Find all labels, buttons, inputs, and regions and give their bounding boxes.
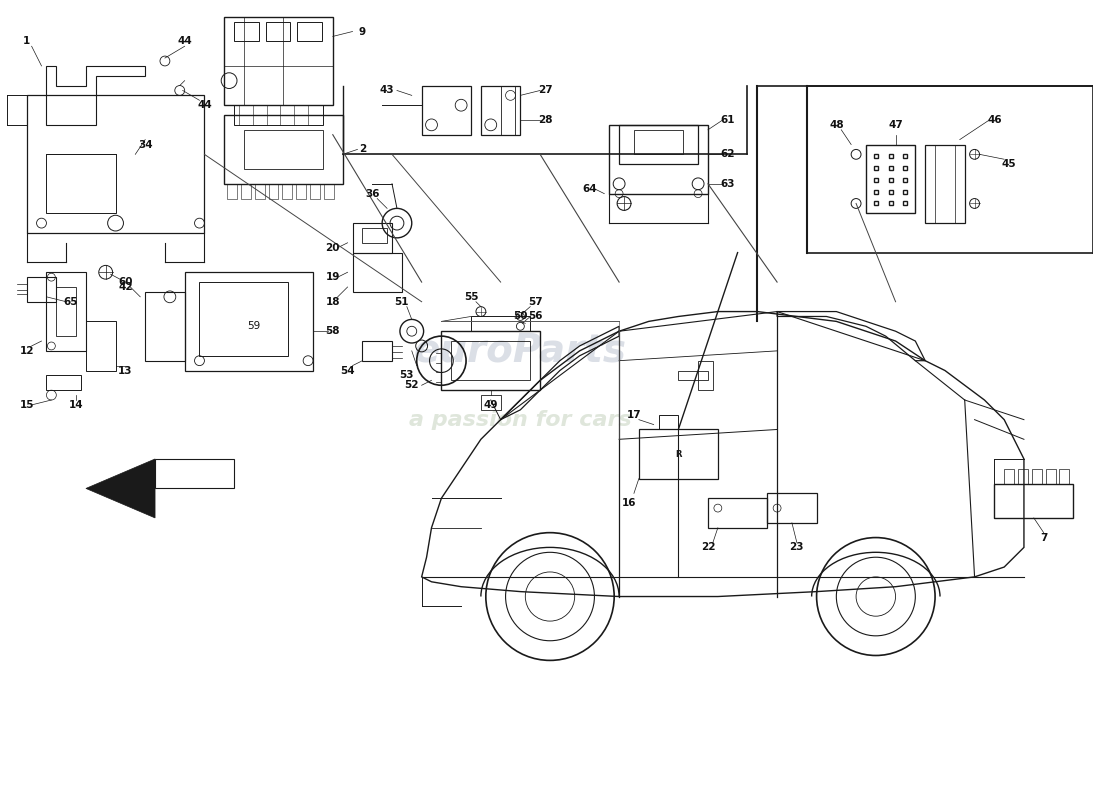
- Text: 61: 61: [720, 115, 735, 125]
- Text: 62: 62: [720, 150, 735, 159]
- Text: 9: 9: [359, 26, 366, 37]
- Text: 15: 15: [20, 400, 34, 410]
- Text: 42: 42: [118, 282, 133, 292]
- Text: 22: 22: [701, 542, 715, 552]
- Text: 12: 12: [20, 346, 34, 356]
- Text: 43: 43: [379, 86, 395, 95]
- Text: 51: 51: [395, 297, 409, 306]
- Text: 63: 63: [720, 179, 735, 189]
- Text: 23: 23: [790, 542, 804, 552]
- Text: 55: 55: [464, 292, 478, 302]
- Text: euroParts: euroParts: [414, 332, 627, 370]
- Text: 44: 44: [177, 36, 192, 46]
- Text: 34: 34: [138, 139, 153, 150]
- Text: 36: 36: [365, 189, 380, 198]
- Text: 19: 19: [326, 272, 340, 282]
- Text: 2: 2: [359, 145, 366, 154]
- Text: 28: 28: [538, 115, 552, 125]
- Text: 27: 27: [538, 86, 552, 95]
- Text: 59: 59: [248, 322, 261, 331]
- Text: 57: 57: [528, 297, 542, 306]
- Text: R: R: [675, 450, 682, 458]
- Text: 47: 47: [888, 120, 903, 130]
- Text: 7: 7: [1040, 533, 1047, 542]
- Polygon shape: [155, 459, 234, 489]
- Polygon shape: [86, 459, 155, 518]
- Text: 45: 45: [1002, 159, 1016, 169]
- Text: 13: 13: [118, 366, 133, 375]
- Text: 58: 58: [326, 326, 340, 336]
- Text: 16: 16: [621, 498, 636, 508]
- Text: 49: 49: [484, 400, 498, 410]
- Text: 60: 60: [118, 277, 133, 287]
- Text: 18: 18: [326, 297, 340, 306]
- Text: 46: 46: [987, 115, 1002, 125]
- Text: 56: 56: [528, 311, 542, 322]
- Text: 48: 48: [829, 120, 844, 130]
- Text: 65: 65: [64, 297, 78, 306]
- Text: a passion for cars: a passion for cars: [409, 410, 631, 430]
- Text: 52: 52: [405, 380, 419, 390]
- Text: 1: 1: [23, 36, 31, 46]
- Text: 14: 14: [68, 400, 84, 410]
- Text: 50: 50: [513, 311, 528, 322]
- Text: 64: 64: [582, 184, 597, 194]
- Text: 44: 44: [197, 100, 212, 110]
- Text: 20: 20: [326, 242, 340, 253]
- Text: 17: 17: [627, 410, 641, 420]
- Text: 53: 53: [399, 370, 414, 381]
- Text: 54: 54: [340, 366, 355, 375]
